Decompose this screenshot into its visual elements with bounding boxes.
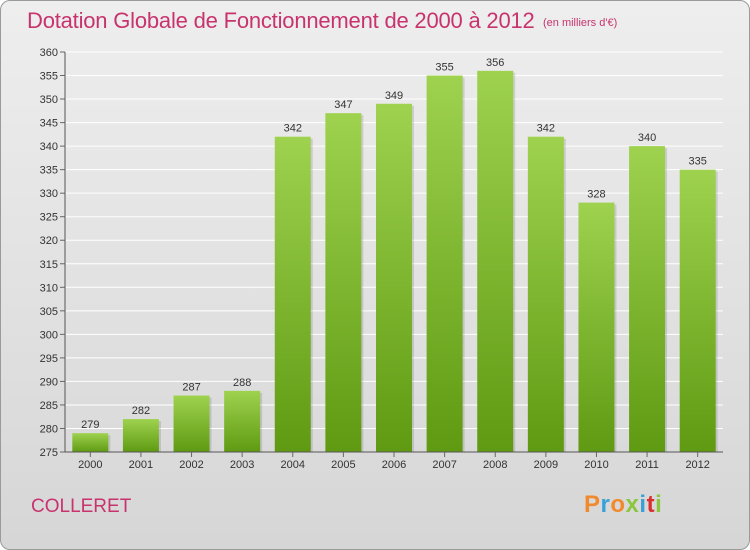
- data-label-2004: 342: [284, 123, 302, 135]
- x-tick-label-2002: 2002: [179, 459, 203, 471]
- data-label-2010: 328: [587, 189, 605, 201]
- proxiti-logo: Proxiti: [584, 491, 662, 519]
- x-tick-label-2011: 2011: [635, 459, 659, 471]
- y-tick-label: 325: [40, 212, 58, 224]
- data-label-2005: 347: [334, 99, 352, 111]
- logo-letter: t: [646, 491, 656, 518]
- y-tick-label: 295: [40, 353, 58, 365]
- chart-title: Dotation Globale de Fonctionnement de 20…: [27, 8, 535, 33]
- y-tick-label: 290: [40, 376, 58, 388]
- y-tick-label: 350: [40, 94, 58, 106]
- data-labels: 279 282 287 288 342 347 349 355 356 342 328 340 335: [81, 57, 707, 431]
- logo-letter: P: [584, 491, 601, 518]
- bar-2005: [325, 113, 362, 453]
- data-label-2001: 282: [132, 405, 150, 417]
- y-tick-label: 320: [40, 235, 58, 247]
- bar-2011: [629, 146, 666, 452]
- data-label-2000: 279: [81, 419, 99, 431]
- data-label-2011: 340: [638, 132, 656, 144]
- bar-2000: [72, 433, 109, 452]
- y-tick-label: 355: [40, 71, 58, 83]
- logo-letter: r: [600, 491, 611, 518]
- data-label-2006: 349: [385, 90, 403, 102]
- logo-letter: i: [639, 491, 647, 518]
- y-axis: 275 280 285 290 295 300 305 310 315 320 325 330 335 3…: [40, 47, 723, 459]
- bar-2001: [122, 419, 159, 452]
- y-tick-label: 360: [40, 47, 58, 59]
- data-label-2003: 288: [233, 377, 251, 389]
- data-label-2008: 356: [486, 57, 504, 69]
- y-tick-label: 340: [40, 141, 58, 153]
- y-tick-label: 280: [40, 423, 58, 435]
- x-tick-label-2007: 2007: [432, 459, 456, 471]
- logo-letter: x: [625, 491, 640, 518]
- x-tick-label-2008: 2008: [483, 459, 507, 471]
- x-tick-label-2009: 2009: [534, 459, 558, 471]
- y-tick-label: 335: [40, 165, 58, 177]
- bar-2004: [274, 136, 311, 453]
- x-tick-label-2000: 2000: [78, 459, 102, 471]
- x-axis: 2000 2001 2002 2003 2004 2005 2006 2007 2008 2009…: [78, 452, 710, 471]
- bar-2008: [477, 70, 514, 452]
- logo-letter: i: [655, 491, 663, 518]
- x-tick-label-2004: 2004: [281, 459, 305, 471]
- bar-2009: [527, 136, 564, 453]
- data-label-2012: 335: [689, 156, 707, 168]
- y-tick-label: 275: [40, 447, 58, 459]
- chart-subtitle: (en milliers d'€): [543, 17, 618, 29]
- y-tick-label: 310: [40, 282, 58, 294]
- y-tick-label: 305: [40, 306, 58, 318]
- data-label-2009: 342: [537, 123, 555, 135]
- bar-2010: [578, 202, 615, 452]
- y-tick-label: 345: [40, 118, 58, 130]
- x-tick-label-2006: 2006: [382, 459, 406, 471]
- data-label-2002: 287: [182, 382, 200, 394]
- commune-name: COLLERET: [31, 496, 132, 517]
- x-tick-label-2010: 2010: [584, 459, 608, 471]
- bar-2003: [224, 390, 261, 452]
- x-tick-label-2005: 2005: [331, 459, 355, 471]
- bars: [72, 70, 718, 453]
- bar-2012: [679, 169, 716, 452]
- bar-2007: [426, 75, 463, 452]
- y-tick-label: 330: [40, 188, 58, 200]
- x-tick-label-2001: 2001: [129, 459, 153, 471]
- logo-letter: o: [610, 491, 626, 518]
- y-tick-label: 315: [40, 259, 58, 271]
- x-tick-label-2003: 2003: [230, 459, 254, 471]
- bar-2006: [376, 103, 412, 452]
- bar-2002: [173, 395, 210, 452]
- y-tick-label: 285: [40, 400, 58, 412]
- x-tick-label-2012: 2012: [685, 459, 709, 471]
- y-tick-label: 300: [40, 329, 58, 341]
- data-label-2007: 355: [435, 62, 453, 74]
